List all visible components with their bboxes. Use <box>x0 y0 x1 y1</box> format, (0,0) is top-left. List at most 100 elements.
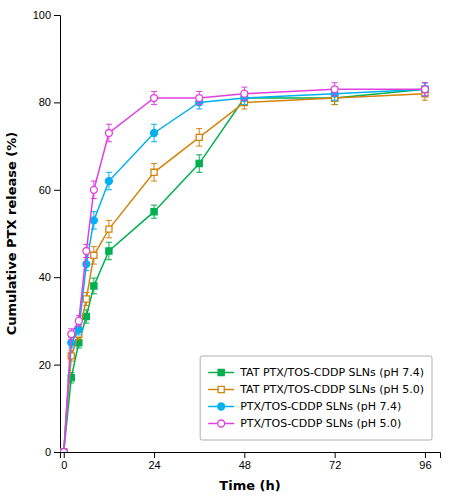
plot: 0 24 48 72 96 0 20 40 60 80 100 Time (h) Cumulative … <box>4 9 441 493</box>
y-tick-label: 100 <box>33 9 51 21</box>
point <box>83 296 89 302</box>
legend-entry: PTX/TOS-CDDP SLNs (pH 5.0) <box>208 417 401 430</box>
error-bar <box>332 83 338 96</box>
point <box>91 283 97 289</box>
point <box>331 86 338 93</box>
error-bar <box>422 83 428 96</box>
y-axis-line <box>54 16 61 453</box>
point <box>196 160 202 166</box>
x-tick-mark <box>425 452 426 458</box>
point <box>83 261 90 268</box>
error-bar <box>83 292 89 305</box>
point <box>83 313 89 319</box>
error-bar <box>83 244 89 257</box>
point <box>75 317 82 324</box>
error-bar <box>151 91 157 104</box>
y-tick-mark <box>54 277 60 278</box>
legend-swatch-marker <box>218 369 224 375</box>
x-tick-label: 72 <box>329 459 341 471</box>
error-bar <box>151 164 157 181</box>
y-tick-mark <box>54 102 60 103</box>
legend-swatch-marker <box>218 403 225 410</box>
error-bar <box>91 181 97 198</box>
error-bar <box>91 278 97 294</box>
point <box>90 186 97 193</box>
x-tick: 24 <box>148 452 160 471</box>
point <box>83 248 90 255</box>
point <box>60 449 67 452</box>
point <box>60 449 67 452</box>
legend-label: PTX/TOS-CDDP SLNs (pH 5.0) <box>240 417 401 430</box>
point <box>91 252 97 258</box>
point <box>68 331 75 338</box>
error-bar <box>151 124 157 141</box>
y-tick-label: 20 <box>39 359 51 371</box>
point <box>151 95 158 102</box>
error-bar <box>76 316 82 326</box>
x-tick: 48 <box>239 452 251 471</box>
y-tick-mark <box>54 452 60 453</box>
x-axis-title: Time (h) <box>219 478 280 493</box>
error-bar <box>91 247 97 264</box>
y-tick: 100 <box>33 9 60 21</box>
x-tick-mark <box>244 452 245 458</box>
error-bar <box>106 124 112 141</box>
y-tick-mark <box>54 190 60 191</box>
legend-entry: PTX/TOS-CDDP SLNs (pH 7.4) <box>208 400 401 413</box>
y-tick-mark <box>54 365 60 366</box>
y-axis: 0 20 40 60 80 100 <box>33 9 61 458</box>
error-bar <box>106 220 112 237</box>
y-tick-mark <box>54 15 60 16</box>
legend-label: TAT PTX/TOS-CDDP SLNs (pH 5.0) <box>239 383 424 396</box>
error-bar <box>106 242 112 259</box>
error-bar <box>151 205 157 218</box>
point <box>196 95 203 102</box>
legend-swatch-marker <box>218 386 224 392</box>
point <box>90 217 97 224</box>
error-bar <box>91 212 97 229</box>
error-bar <box>68 329 74 339</box>
x-tick: 0 <box>61 452 67 471</box>
point <box>151 209 157 215</box>
x-axis: 0 24 48 72 96 <box>61 452 441 471</box>
error-bar <box>196 155 202 172</box>
y-tick: 20 <box>39 359 60 371</box>
error-bar <box>196 91 202 104</box>
point <box>421 86 428 93</box>
point <box>422 86 428 92</box>
y-axis-title: Cumulative PTX release (%) <box>4 132 19 336</box>
x-tick-mark <box>154 452 155 458</box>
y-tick-label: 0 <box>45 446 51 458</box>
x-axis-line <box>61 453 441 459</box>
legend-entry: TAT PTX/TOS-CDDP SLNs (pH 7.4) <box>208 366 424 379</box>
x-tick: 96 <box>419 452 431 471</box>
chart: 0 24 48 72 96 0 20 40 60 80 100 Time (h) Cumulative … <box>0 0 455 500</box>
x-tick-label: 24 <box>148 459 160 471</box>
legend: TAT PTX/TOS-CDDP SLNs (pH 7.4) TAT PTX/TO… <box>200 356 432 440</box>
error-bar <box>196 129 202 146</box>
point <box>151 130 158 137</box>
legend-label: TAT PTX/TOS-CDDP SLNs (pH 7.4) <box>239 366 424 379</box>
y-tick: 40 <box>39 271 60 283</box>
legend-entry: TAT PTX/TOS-CDDP SLNs (pH 5.0) <box>208 383 424 396</box>
legend-label: PTX/TOS-CDDP SLNs (pH 7.4) <box>240 400 401 413</box>
point <box>105 178 112 185</box>
y-tick-label: 40 <box>39 271 51 283</box>
point <box>151 169 157 175</box>
point <box>196 134 202 140</box>
point <box>241 90 248 97</box>
x-tick-mark <box>64 452 65 458</box>
x-tick: 72 <box>329 452 341 471</box>
point <box>106 226 112 232</box>
x-tick-label: 48 <box>239 459 251 471</box>
x-tick-mark <box>335 452 336 458</box>
legend-swatch-marker <box>218 420 225 427</box>
error-bar <box>422 83 428 96</box>
error-bar <box>241 87 247 100</box>
legend-box <box>200 356 432 440</box>
point <box>106 248 112 254</box>
point <box>421 86 428 93</box>
y-tick: 60 <box>39 184 60 196</box>
y-tick: 80 <box>39 96 60 108</box>
error-bar <box>106 172 112 189</box>
